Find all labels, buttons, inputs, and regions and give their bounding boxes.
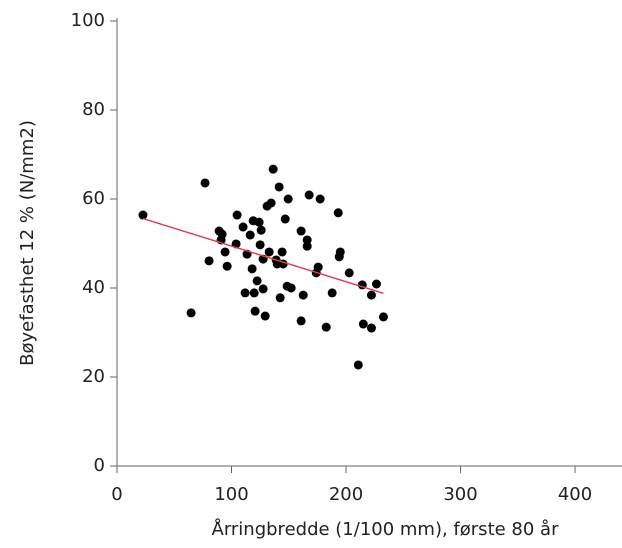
y-axis-title: Bøyefasthet 12 % (N/mm2) [17,120,38,366]
point [138,210,148,220]
point [186,308,196,318]
point [327,288,337,298]
y-tick-label: 40 [82,277,105,298]
point [274,182,284,192]
point [238,222,248,232]
y-tick-label: 20 [82,366,105,387]
point [222,261,232,271]
point [200,178,210,188]
y-tick-label: 0 [94,455,105,476]
point [313,262,323,272]
y-tick-label: 60 [82,188,105,209]
y-tick-label: 80 [82,99,105,120]
x-tick-label: 100 [214,484,248,505]
point [286,283,296,293]
point [247,264,257,274]
point [304,190,314,200]
x-tick-label: 0 [111,484,122,505]
point [204,256,214,266]
y-tick-label: 100 [71,10,105,31]
point [302,235,312,245]
point [264,247,274,257]
point [358,319,368,329]
point [296,226,306,236]
point [366,290,376,300]
point [256,225,266,235]
point [268,164,278,174]
point [220,247,230,257]
point [353,360,363,370]
point [266,198,276,208]
point [232,210,242,220]
point [371,279,381,289]
x-tick-label: 300 [443,484,477,505]
point [283,194,293,204]
point [335,247,345,257]
point [277,247,287,257]
point [378,312,388,322]
point [302,241,312,251]
point [240,288,250,298]
trend-line [142,217,384,295]
point [344,268,354,278]
point [275,293,285,303]
point [254,217,264,227]
point [298,290,308,300]
point [315,194,325,204]
point [258,284,268,294]
point [280,214,290,224]
x-tick-label: 400 [558,484,592,505]
point [252,276,262,286]
point [255,240,265,250]
x-axis-title: Årringbredde (1/100 mm), første 80 år [212,518,560,540]
point [296,316,306,326]
point [245,230,255,240]
point [366,323,376,333]
point [321,322,331,332]
point [249,288,259,298]
point [250,306,260,316]
point [260,311,270,321]
point [333,208,343,218]
x-tick-label: 200 [329,484,363,505]
